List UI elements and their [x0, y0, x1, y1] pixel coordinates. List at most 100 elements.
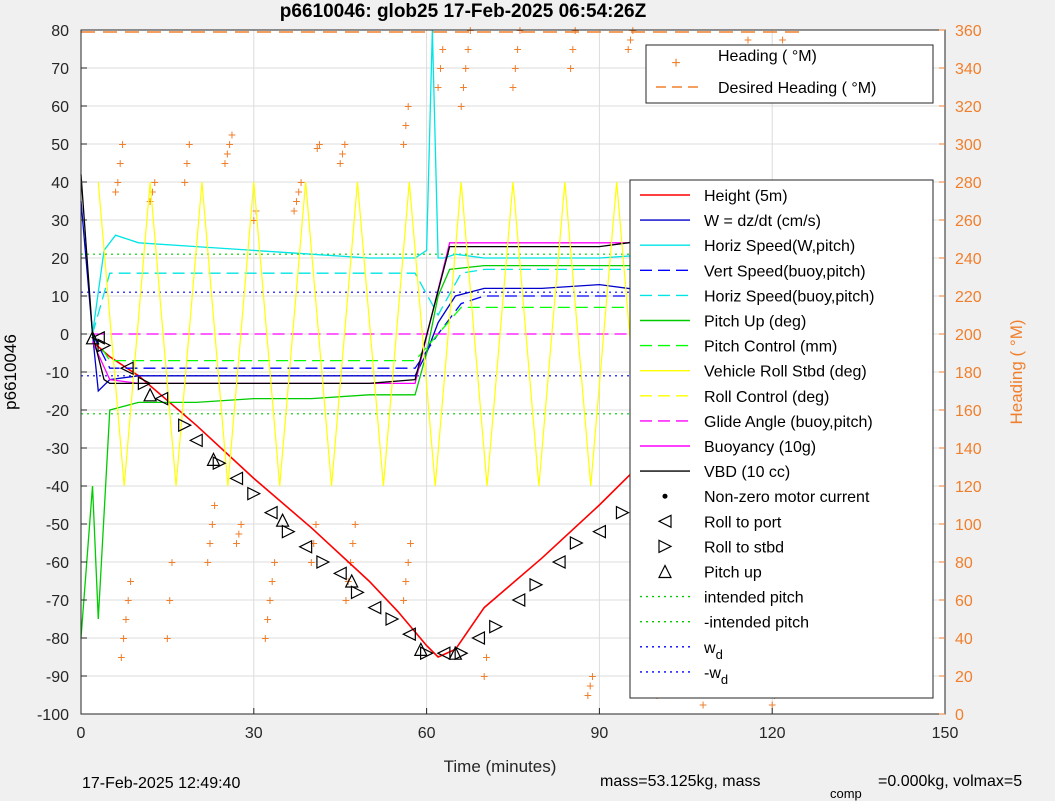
heading-point: + [567, 60, 575, 76]
y-tick-label: -40 [46, 479, 69, 496]
series-line [91, 268, 807, 335]
y2-tick-label: 80 [955, 555, 973, 572]
heading-point: + [168, 554, 176, 570]
legend-label: Pitch Control (mm) [704, 339, 837, 356]
heading-legend-marker: + [671, 55, 680, 72]
y-tick-label: -50 [46, 517, 69, 534]
y2-tick-label: 260 [955, 213, 982, 230]
legend-label: Height (5m) [704, 188, 788, 205]
heading-point: + [266, 592, 274, 608]
heading-point: + [237, 516, 245, 532]
heading-point: + [584, 687, 592, 703]
heading-point: + [699, 697, 707, 713]
y-tick-label: 30 [51, 213, 69, 230]
footer-comp: =0.000kg, volmax=5 [878, 773, 1022, 790]
legend-label: Vehicle Roll Stbd (deg) [704, 364, 867, 381]
legend-label: Horiz Speed(buoy,pitch) [704, 288, 874, 305]
roll-stbd-marker [350, 585, 365, 600]
y-tick-label: -90 [46, 669, 69, 686]
roll-port-marker [551, 555, 566, 569]
y2-tick-label: 220 [955, 289, 982, 306]
pitch-up-marker [413, 642, 428, 657]
heading-point: + [292, 193, 300, 209]
heading-point: + [436, 60, 444, 76]
y2-tick-label: 60 [955, 593, 973, 610]
roll-stbd-marker [178, 418, 193, 433]
legend-label: Buoyancy (10g) [704, 439, 816, 456]
roll-port-marker [154, 391, 169, 406]
chart-title: p6610046: glob25 17-Feb-2025 06:54:26Z [280, 1, 647, 22]
footer-comp-subscript: comp [830, 786, 862, 801]
y2-tick-label: 200 [955, 327, 982, 344]
heading-point: + [111, 184, 119, 200]
heading-point: + [351, 516, 359, 532]
heading-legend-box [645, 44, 934, 104]
x-tick-label: 60 [418, 725, 436, 742]
footer-timestamp: 17-Feb-2025 12:49:40 [82, 775, 240, 792]
roll-port-marker [263, 505, 278, 520]
main-legend-box [629, 179, 934, 699]
heading-point: + [349, 535, 357, 551]
roll-port-marker [367, 600, 382, 615]
heading-point: + [307, 554, 315, 570]
heading-point: + [270, 554, 278, 570]
main-legend: Height (5m) W = dz/dt (cm/s) Horiz Speed(W… [629, 179, 934, 699]
y2-tick-label: 160 [955, 403, 982, 420]
heading-point: + [402, 573, 410, 589]
heading-point: + [404, 98, 412, 114]
heading-point: + [146, 193, 154, 209]
y2-tick-label: 140 [955, 441, 982, 458]
legend-label: Roll to stbd [704, 539, 784, 556]
heading-point: + [439, 41, 447, 57]
y-tick-label: -10 [46, 365, 69, 382]
heading-point: + [480, 668, 488, 684]
legend-label: W = dz/dt (cm/s) [704, 213, 821, 230]
x-tick-label: 90 [591, 725, 609, 742]
y2-axis-ticks: 0 20 40 60 80 100 120 140 160 180 200 220 240 260 280 3… [939, 23, 982, 724]
heading-point: + [268, 573, 276, 589]
roll-stbd-marker [569, 536, 584, 550]
roll-port-marker [436, 646, 451, 661]
heading-point: + [342, 592, 350, 608]
heading-point: + [114, 174, 122, 190]
legend-swatch [657, 514, 672, 529]
roll-stbd-marker [281, 524, 296, 539]
heading-point: + [228, 127, 236, 143]
y-tick-label: -70 [46, 593, 69, 610]
legend-swatch [658, 539, 673, 554]
heading-point: + [221, 155, 229, 171]
heading-point: + [124, 592, 132, 608]
roll-port-marker [592, 524, 607, 539]
roll-port-marker [298, 539, 313, 554]
heading-point: + [569, 41, 577, 57]
roll-stbd-marker [385, 612, 400, 626]
heading-point: + [399, 136, 407, 152]
heading-point: + [459, 79, 467, 95]
heading-point: + [346, 554, 354, 570]
y-tick-label: 70 [51, 61, 69, 78]
legend-swatch [662, 493, 668, 499]
y-tick-label: 0 [60, 327, 69, 344]
heading-point: + [235, 526, 243, 542]
y-tick-label: 50 [51, 137, 69, 154]
legend-label: Non-zero motor current [704, 489, 870, 506]
y2-tick-label: 340 [955, 61, 982, 78]
heading-point: + [163, 630, 171, 646]
heading-point: + [166, 592, 174, 608]
y2-tick-label: 0 [955, 707, 964, 724]
roll-port-marker [188, 433, 203, 448]
heading-point: + [117, 649, 125, 665]
y2-tick-label: 300 [955, 137, 982, 154]
x-tick-label: 120 [759, 725, 786, 742]
heading-point: + [118, 136, 126, 152]
heading-point: + [768, 697, 776, 713]
footer-mass: mass=53.125kg, mass [600, 773, 761, 790]
heading-point: + [514, 41, 522, 57]
roll-stbd-marker [529, 577, 544, 592]
heading-point: + [122, 611, 130, 627]
heading-point: + [511, 60, 519, 76]
x-tick-label: 0 [77, 725, 86, 742]
roll-port-marker [332, 566, 347, 581]
roll-port-marker [401, 627, 416, 642]
legend-label: Pitch Up (deg) [704, 314, 806, 331]
